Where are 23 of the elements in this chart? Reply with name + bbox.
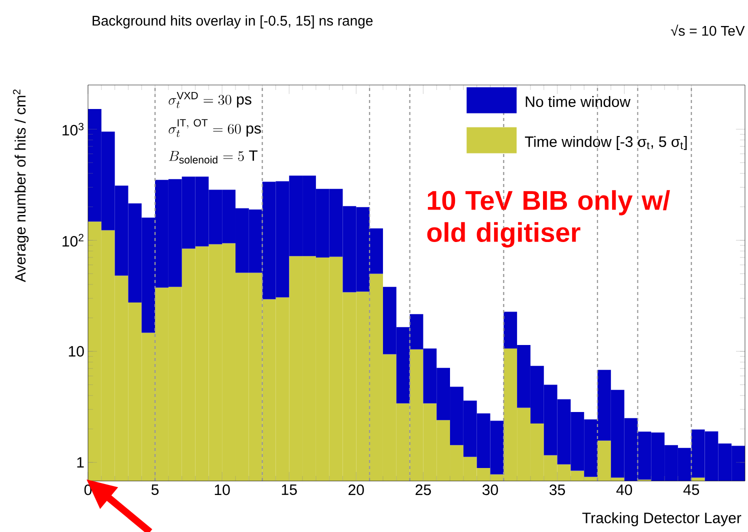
x-axis-title: Tracking Detector Layer bbox=[582, 512, 742, 526]
annotation: $\sigma_{t}^{\mathrm{IT,\ OT}} = 60\ \mathrm{ps}$ bbox=[168, 119, 261, 138]
x-tick-label: 35 bbox=[550, 484, 565, 496]
x-tick-label: 40 bbox=[616, 484, 632, 496]
x-tick-label: 30 bbox=[482, 484, 498, 496]
annotation: $B_{\mathrm{solenoid}} = 5\ \mathrm{T}$ bbox=[168, 150, 258, 164]
x-tick-label: 5 bbox=[151, 484, 159, 495]
legend-label: No time window bbox=[526, 96, 631, 108]
x-tick-label: 15 bbox=[282, 484, 297, 495]
y-tick-label: 10$^{3}$ bbox=[62, 122, 84, 136]
x-tick-label: 45 bbox=[683, 484, 700, 495]
chart-title: Background hits overlay in [-0.5, 15] ns range bbox=[92, 15, 373, 28]
x-tick-label: 25 bbox=[416, 484, 431, 496]
y-tick-label: 10 bbox=[68, 346, 84, 357]
y-tick-label: 1 bbox=[77, 457, 84, 468]
y-tick-label: 10$^{2}$ bbox=[62, 234, 84, 247]
y-axis-title: Average number of hits / cm$^{2}$ bbox=[12, 90, 29, 282]
legend-label: Time window [-3 σ$_{t}$, 5 σ$_{t}$] bbox=[524, 136, 687, 150]
text: √s = 10 TeV bbox=[670, 24, 745, 36]
annotation: $\sigma_{t}^{\mathrm{VXD}} = 30\ \mathrm{ps}$ bbox=[168, 92, 252, 108]
x-tick-label: 10 bbox=[214, 484, 230, 496]
x-tick-label: 20 bbox=[348, 484, 364, 496]
annotation: 10 TeV BIB only w/ old digitiser bbox=[427, 190, 670, 248]
